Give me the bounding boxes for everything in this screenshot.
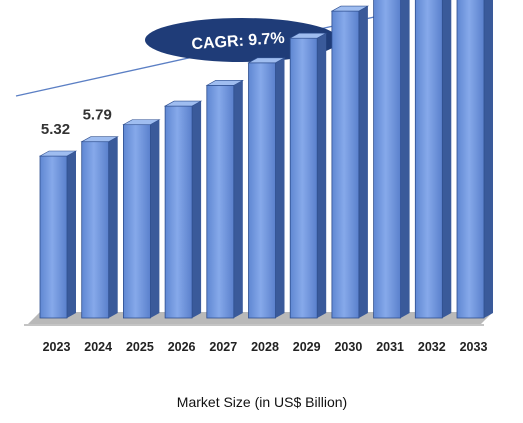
data-label-2024: 5.79 [83,107,112,124]
bar-side-2033 [484,0,493,318]
bar-front-2032 [414,0,443,319]
bar-front-2028 [248,62,276,319]
x-tick-2025: 2025 [126,340,154,354]
x-axis-title: Market Size (in US$ Billion) [177,394,347,410]
x-tick-2027: 2027 [209,340,237,354]
x-tick-2026: 2026 [168,340,196,354]
bar-side-2031 [400,0,410,318]
bar-2026 [163,100,203,319]
bar-front-2025 [123,124,151,319]
bar-2032 [414,0,452,319]
bar-top-2024 [80,136,119,142]
bar-series [38,0,493,319]
bar-2023 [38,150,78,319]
bar-top-2030 [330,5,370,12]
x-tick-2033: 2033 [460,340,488,354]
data-label-2023: 5.32 [41,121,70,138]
x-tick-2023: 2023 [43,340,71,354]
x-tick-labels: 2023 2024 2025 2026 2027 2028 2029 2030 2031 2032… [43,340,488,354]
bar-front-2031 [373,0,402,319]
bar-2033 [456,0,493,319]
bar-2028 [247,57,286,319]
bar-front-2033 [456,0,485,319]
bar-top-2028 [247,57,286,64]
bar-side-2024 [108,136,118,318]
bar-front-2027 [206,84,235,319]
bar-top-2026 [163,100,203,107]
bar-side-2028 [275,57,285,318]
bar-2030 [330,5,370,319]
bar-2029 [289,32,328,319]
bar-front-2024 [81,141,110,319]
bar-front-2030 [331,10,360,319]
bar-top-2023 [38,150,78,157]
bar-2027 [205,80,244,319]
data-labels: 5.325.7913.26 [41,107,112,138]
x-tick-2031: 2031 [376,340,404,354]
bar-side-2030 [358,6,368,318]
x-tick-2028: 2028 [251,340,279,354]
bar-side-2027 [233,80,243,318]
bar-front-2029 [289,37,318,319]
bar-side-2029 [317,33,327,318]
x-tick-2032: 2032 [418,340,446,354]
bar-top-2025 [122,119,161,125]
bar-side-2026 [192,101,202,318]
bar-front-2023 [39,155,68,319]
cagr-label: CAGR: 9.7% [191,30,285,53]
bar-side-2032 [442,0,452,318]
bar-front-2026 [164,105,193,319]
x-tick-2029: 2029 [293,340,321,354]
x-tick-2030: 2030 [334,340,362,354]
bar-2031 [373,0,410,319]
bar-top-2029 [289,32,328,39]
x-tick-2024: 2024 [84,340,112,354]
bar-top-2027 [205,80,244,86]
bar-2025 [122,119,161,319]
bar-side-2025 [150,119,160,318]
bar-2024 [80,136,119,319]
bar-side-2023 [67,151,76,318]
